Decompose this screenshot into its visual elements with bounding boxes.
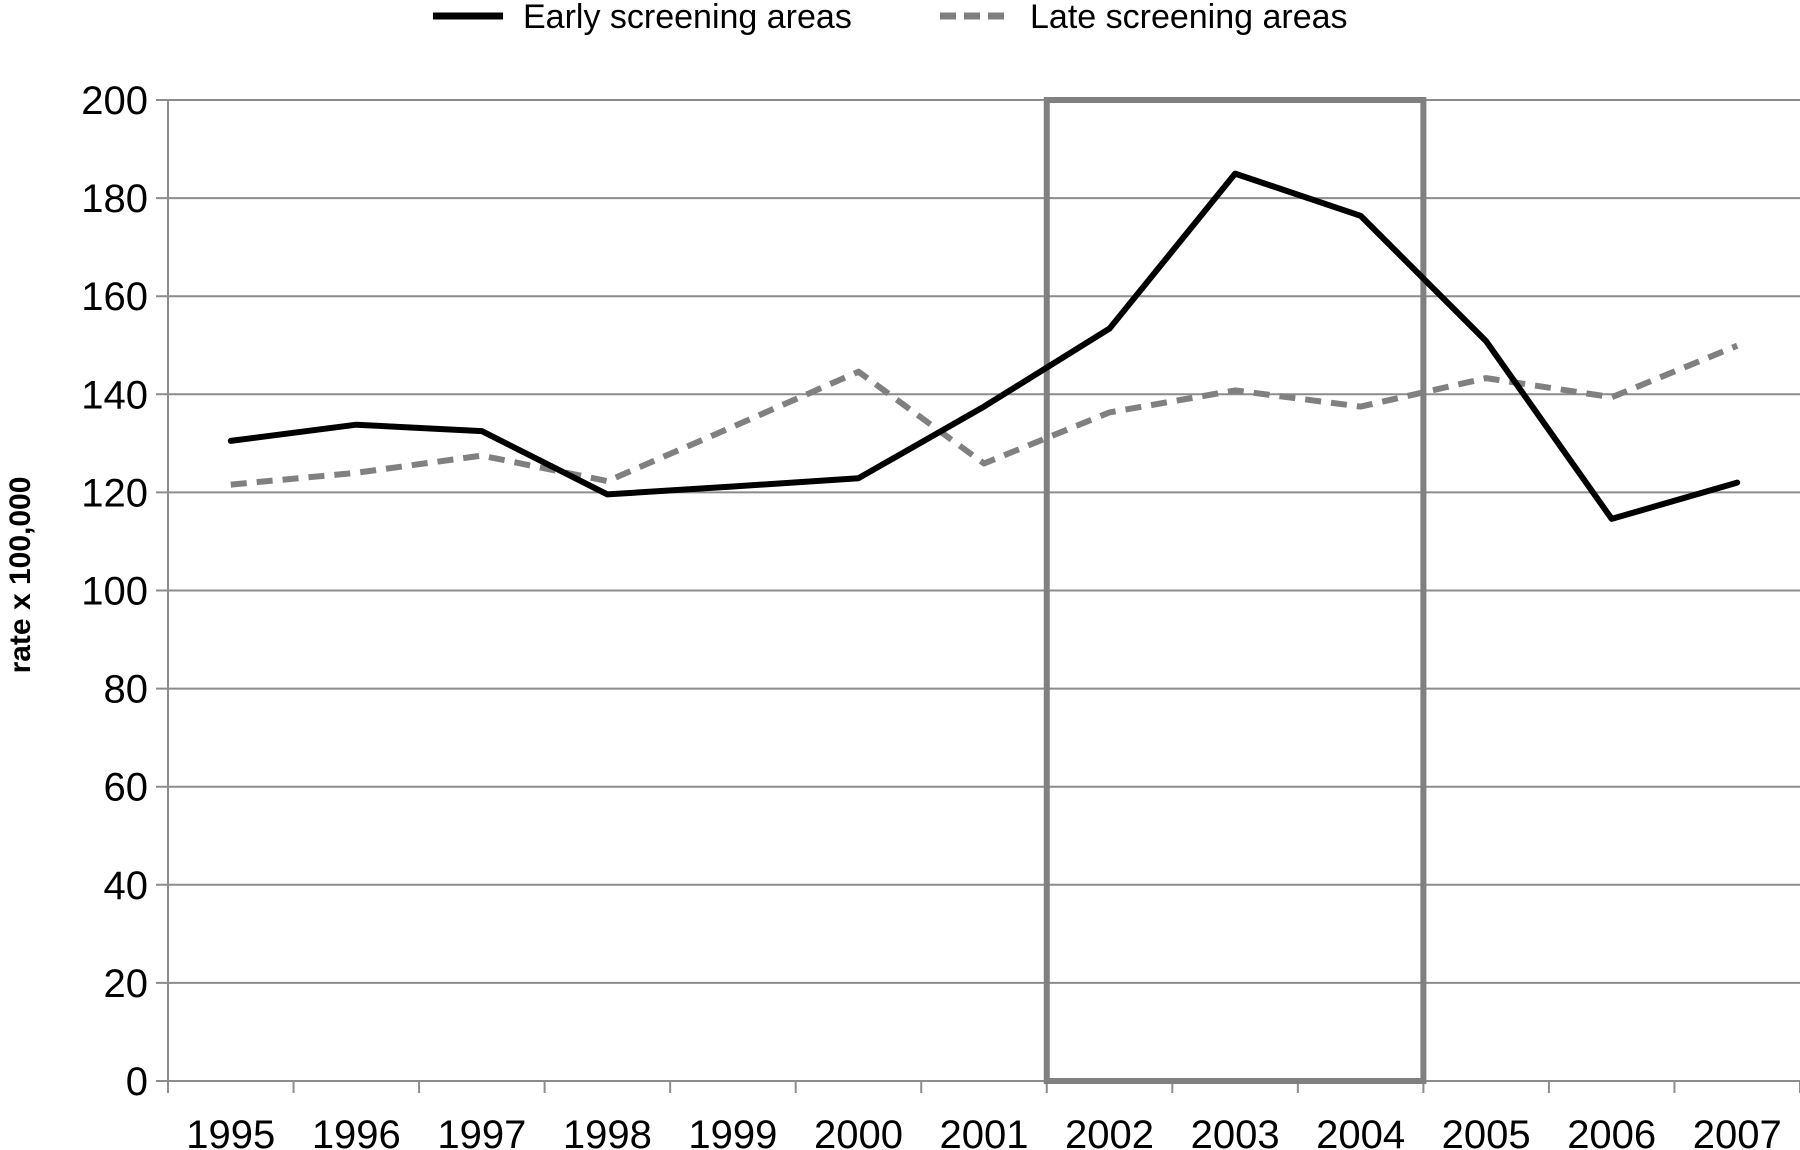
- y-tick-label: 160: [81, 275, 148, 319]
- legend-late-label: Late screening areas: [1030, 0, 1348, 36]
- highlight-box-group: [1043, 97, 1427, 1084]
- y-axis-title: rate x 100,000: [4, 477, 37, 674]
- x-tick-label: 2006: [1567, 1113, 1656, 1150]
- x-tick-label: 2001: [940, 1113, 1029, 1150]
- legend-early-label: Early screening areas: [523, 0, 852, 36]
- y-tick-label: 140: [81, 373, 148, 417]
- x-axis-ticks: 1995 1996 1997 1998 1999 2000 2001 2002 2003 2004…: [167, 1081, 1800, 1150]
- x-tick-label: 2005: [1442, 1113, 1531, 1150]
- y-tick-label: 60: [104, 766, 149, 810]
- x-tick-label: 2004: [1316, 1113, 1405, 1150]
- x-tick-label: 1995: [186, 1113, 275, 1150]
- x-tick-label: 2007: [1693, 1113, 1782, 1150]
- y-tick-label: 40: [104, 864, 149, 908]
- highlight-box: [1043, 97, 1427, 1084]
- x-tick-label: 2002: [1065, 1113, 1154, 1150]
- legend: Early screening areas Late screening are…: [433, 0, 1348, 36]
- x-tick-label: 2003: [1191, 1113, 1280, 1150]
- y-tick-label: 180: [81, 177, 148, 221]
- y-tick-label: 80: [104, 668, 149, 712]
- y-tick-label: 20: [104, 962, 149, 1006]
- x-tick-label: 1997: [437, 1113, 526, 1150]
- x-tick-label: 2000: [814, 1113, 903, 1150]
- y-tick-label: 120: [81, 471, 148, 515]
- series-late-screening-line: [230, 342, 1739, 488]
- y-tick-label: 0: [126, 1060, 148, 1104]
- y-axis-ticks: 0 20 40 60 80 100 120 140 160 180 200: [81, 79, 148, 1104]
- series-lines: [227, 170, 1741, 522]
- x-tick-label: 1999: [688, 1113, 777, 1150]
- y-tick-label: 100: [81, 570, 148, 614]
- y-tick-label: 200: [81, 79, 148, 123]
- gridlines: [156, 99, 1800, 1082]
- series-early-screening-line: [227, 170, 1741, 522]
- x-tick-label: 1998: [563, 1113, 652, 1150]
- x-tick-label: 1996: [312, 1113, 401, 1150]
